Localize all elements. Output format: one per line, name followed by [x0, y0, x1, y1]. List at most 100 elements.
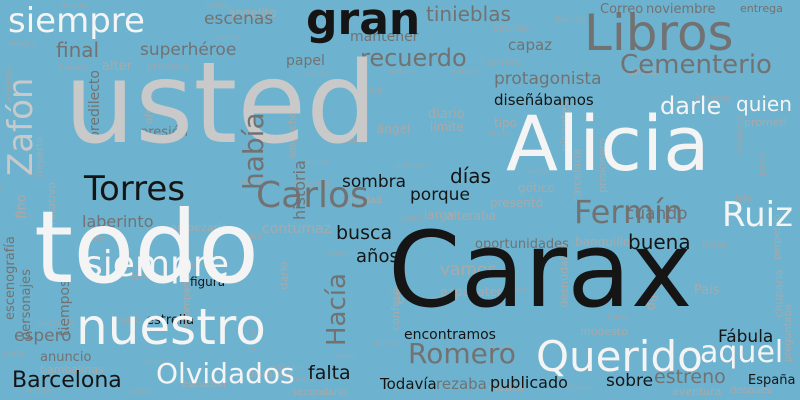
word-tanta: tanta: [524, 167, 548, 177]
word-primera: primera: [146, 59, 190, 72]
word-espana: España: [748, 373, 796, 388]
word-sombra: sombra: [342, 172, 407, 192]
word-vamos: vamos: [440, 260, 497, 280]
word-prender: prender: [188, 261, 224, 271]
word-salario: Salario: [58, 63, 89, 73]
word-banquillo: banquillo: [575, 235, 631, 249]
word-prometi: prometí: [744, 116, 787, 129]
word-angelito: angelito: [228, 6, 277, 20]
word-todavia: Todavía: [380, 375, 437, 393]
word-genio: genio: [240, 177, 265, 187]
word-escenas: escenas: [204, 9, 274, 29]
word-torres: Torres: [84, 169, 186, 209]
word-porque: porque: [410, 185, 470, 205]
word-presion: presión: [140, 125, 188, 140]
word-buena: buena: [628, 230, 691, 254]
word-protagonista: protagonista: [494, 69, 602, 89]
word-escriba: escriba: [493, 23, 530, 34]
word-ruiz: Ruiz: [722, 195, 793, 235]
word-suena: Suena: [286, 375, 315, 385]
word-capta: capta: [428, 7, 454, 17]
word-siempre-left: siempre: [84, 244, 229, 285]
word-entrega: entrega: [740, 2, 783, 15]
word-preguntaba: preguntaba: [782, 304, 794, 362]
word-daniel: Daniel: [566, 383, 595, 393]
word-sobre: sobre: [606, 371, 654, 391]
word-romero: Romero: [408, 337, 516, 370]
word-empezaria: empezaría: [170, 221, 229, 234]
word-libros: Libros: [584, 4, 734, 62]
word-carax: Carax: [388, 209, 693, 331]
word-butacas: butacas: [695, 94, 731, 104]
word-escenografia: escenografía: [3, 236, 18, 320]
word-laberinto: laberinto: [82, 212, 154, 231]
word-dieta: dieta: [488, 129, 511, 139]
word-volver: volver: [128, 387, 156, 397]
word-cuando: cuando: [625, 204, 688, 224]
word-guion: guion: [145, 357, 171, 367]
word-anos: años: [356, 246, 399, 267]
word-podra: podrá: [420, 295, 447, 305]
word-capaz: capaz: [508, 36, 553, 54]
word-pais: País: [694, 283, 720, 298]
word-hacia: Hacía: [322, 273, 352, 346]
word-luces: luces: [398, 214, 422, 224]
word-unido: unido: [215, 33, 241, 43]
word-limite: límite: [430, 120, 464, 134]
word-secundario: secundario: [292, 387, 348, 398]
word-acabo: acabó: [60, 1, 88, 11]
word-espero: esperó: [14, 326, 72, 346]
word-estrella: estrella: [146, 313, 195, 328]
word-anuncio: anuncio: [40, 350, 92, 365]
word-superheroe: superhéroe: [140, 40, 237, 60]
word-fermin: Fermín: [574, 193, 684, 231]
word-contumaz: contumaz: [262, 221, 332, 237]
word-nunca: nunca: [450, 67, 478, 77]
word-estaba: estaba: [395, 161, 426, 171]
word-modo: modo: [26, 387, 52, 397]
word-recuerdo: recuerdo: [360, 44, 467, 72]
word-usted: usted: [64, 39, 378, 169]
word-final: final: [56, 38, 100, 62]
word-querido: Querido: [536, 332, 703, 381]
word-entidad: entidad: [344, 195, 383, 206]
word-olvidados: Olvidados: [156, 357, 295, 390]
word-encontramos: encontramos: [404, 327, 496, 343]
word-nariz: nariz: [335, 351, 358, 361]
word-alivio: alivió: [628, 65, 658, 78]
word-diario: diario: [428, 107, 465, 122]
word-gran: gran: [306, 0, 421, 45]
word-nadie: nadie: [2, 349, 27, 359]
word-tinieblas: tinieblas: [426, 2, 511, 26]
word-correo: Correo: [600, 2, 644, 17]
word-oportunidades: oportunidades: [475, 237, 569, 252]
word-papel: papel: [286, 53, 325, 69]
word-siempre-top: siempre: [8, 1, 145, 41]
word-carlos: Carlos: [256, 175, 369, 216]
word-sonamos: soñamos: [36, 319, 77, 329]
word-barcelona: Barcelona: [12, 368, 122, 393]
word-alteraba: alteraba: [446, 209, 497, 223]
word-primer: primer: [326, 249, 356, 259]
word-trala: Trala: [700, 237, 727, 250]
word-tipo: tipo: [494, 116, 517, 130]
word-seria: sería: [306, 157, 328, 167]
word-ultima: última: [372, 339, 401, 349]
word-gris: Gris: [26, 171, 44, 181]
word-hambre: hambre: [480, 55, 523, 68]
word-publicado: publicado: [490, 373, 568, 392]
word-quien: quien: [736, 92, 792, 116]
word-cielo: cielo: [84, 234, 105, 244]
word-modesto: modesto: [580, 325, 628, 338]
word-jefe: jefe: [735, 194, 752, 204]
word-dias: días: [450, 164, 491, 188]
word-gotico: gótico: [518, 181, 555, 195]
word-rezaba: rezaba: [436, 375, 487, 393]
word-mantener: mantener: [350, 29, 419, 45]
word-bambalinas: bambalinas: [40, 363, 104, 376]
word-nuestro: nuestro: [76, 298, 266, 356]
word-musica: música: [488, 383, 524, 394]
word-todo: todo: [34, 189, 260, 306]
word-cementerio: Cementerio: [620, 50, 772, 80]
